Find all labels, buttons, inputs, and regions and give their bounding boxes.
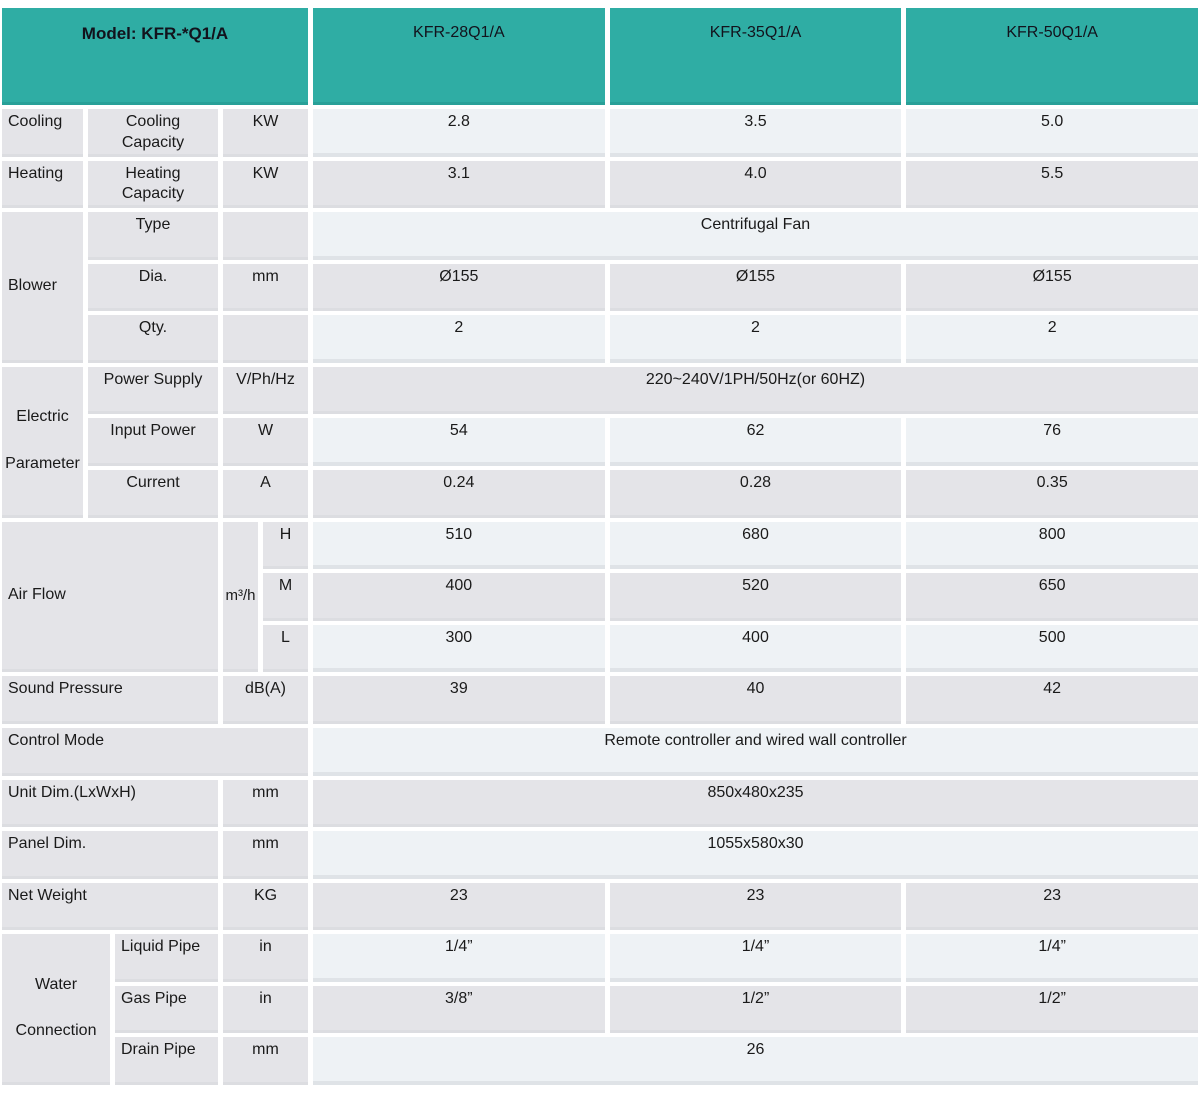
electric-group-label: Electric Parameter <box>2 366 83 518</box>
heating-group-label: Heating <box>2 160 83 209</box>
liquid-pipe-value-kfr-50: 1/4” <box>906 934 1198 982</box>
input-power-unit: W <box>223 418 308 467</box>
liquid-pipe-unit: in <box>223 934 308 982</box>
gas-pipe-value-kfr-28: 3/8” <box>313 985 605 1034</box>
header-model-label: Model: KFR-*Q1/A <box>2 8 308 105</box>
sound-pressure-unit: dB(A) <box>223 676 308 724</box>
blower-type-value: Centrifugal Fan <box>313 212 1198 260</box>
input-power-value-kfr-35: 62 <box>609 418 902 467</box>
header-model-kfr-28: KFR-28Q1/A <box>313 8 605 105</box>
air-flow-medium-value-kfr-28: 400 <box>313 573 605 621</box>
sound-pressure-value-kfr-50: 42 <box>906 676 1198 724</box>
blower-qty-value-kfr-28: 2 <box>313 315 605 363</box>
net-weight-value-kfr-35: 23 <box>609 882 902 931</box>
sound-pressure-value-kfr-35: 40 <box>609 676 902 724</box>
cooling-capacity-value-kfr-28: 2.8 <box>313 109 605 157</box>
blower-qty-label: Qty. <box>88 315 218 363</box>
heating-capacity-value-kfr-35: 4.0 <box>609 160 902 209</box>
air-flow-high-value-kfr-28: 510 <box>313 521 605 570</box>
net-weight-value-kfr-28: 23 <box>313 882 605 931</box>
net-weight-unit: KG <box>223 882 308 931</box>
blower-type-unit-empty <box>223 212 308 260</box>
cooling-capacity-unit: KW <box>223 109 308 157</box>
blower-dia-value-kfr-35: Ø155 <box>609 263 902 312</box>
air-flow-high-value-kfr-50: 800 <box>906 521 1198 570</box>
drain-pipe-label: Drain Pipe <box>115 1037 218 1085</box>
air-flow-level-medium-label: M <box>263 573 308 621</box>
gas-pipe-value-kfr-35: 1/2” <box>609 985 902 1034</box>
heating-capacity-label: Heating Capacity <box>88 160 218 209</box>
unit-dim-value: 850x480x235 <box>313 779 1198 828</box>
power-supply-label: Power Supply <box>88 366 218 415</box>
spec-table: Model: KFR-*Q1/A KFR-28Q1/A KFR-35Q1/A K… <box>2 8 1198 1085</box>
input-power-value-kfr-28: 54 <box>313 418 605 467</box>
current-value-kfr-50: 0.35 <box>906 470 1198 518</box>
drain-pipe-unit: mm <box>223 1037 308 1085</box>
air-flow-low-value-kfr-28: 300 <box>313 624 605 673</box>
air-flow-low-value-kfr-35: 400 <box>609 624 902 673</box>
cooling-group-label: Cooling <box>2 109 83 157</box>
blower-dia-label: Dia. <box>88 263 218 312</box>
air-flow-level-high-label: H <box>263 521 308 570</box>
drain-pipe-value: 26 <box>313 1037 1198 1085</box>
liquid-pipe-value-kfr-28: 1/4” <box>313 934 605 982</box>
power-supply-unit: V/Ph/Hz <box>223 366 308 415</box>
gas-pipe-value-kfr-50: 1/2” <box>906 985 1198 1034</box>
air-flow-level-low-label: L <box>263 624 308 673</box>
sound-pressure-label: Sound Pressure <box>2 676 218 724</box>
header-model-kfr-50: KFR-50Q1/A <box>906 8 1198 105</box>
heating-capacity-value-kfr-50: 5.5 <box>906 160 1198 209</box>
current-unit: A <box>223 470 308 518</box>
air-flow-medium-value-kfr-50: 650 <box>906 573 1198 621</box>
sound-pressure-value-kfr-28: 39 <box>313 676 605 724</box>
blower-group-label: Blower <box>2 212 83 363</box>
blower-qty-unit-empty <box>223 315 308 363</box>
control-mode-value: Remote controller and wired wall control… <box>313 727 1198 776</box>
control-mode-label: Control Mode <box>2 727 308 776</box>
power-supply-value: 220~240V/1PH/50Hz(or 60HZ) <box>313 366 1198 415</box>
current-value-kfr-35: 0.28 <box>609 470 902 518</box>
heating-capacity-unit: KW <box>223 160 308 209</box>
cooling-capacity-value-kfr-50: 5.0 <box>906 109 1198 157</box>
air-flow-group-label: Air Flow <box>2 521 218 673</box>
blower-dia-value-kfr-50: Ø155 <box>906 263 1198 312</box>
blower-type-label: Type <box>88 212 218 260</box>
panel-dim-label: Panel Dim. <box>2 831 218 879</box>
blower-dia-value-kfr-28: Ø155 <box>313 263 605 312</box>
blower-dia-unit: mm <box>223 263 308 312</box>
air-flow-medium-value-kfr-35: 520 <box>609 573 902 621</box>
blower-qty-value-kfr-35: 2 <box>609 315 902 363</box>
liquid-pipe-label: Liquid Pipe <box>115 934 218 982</box>
blower-qty-value-kfr-50: 2 <box>906 315 1198 363</box>
unit-dim-unit: mm <box>223 779 308 828</box>
gas-pipe-label: Gas Pipe <box>115 985 218 1034</box>
input-power-label: Input Power <box>88 418 218 467</box>
input-power-value-kfr-50: 76 <box>906 418 1198 467</box>
air-flow-unit: m³/h <box>223 521 258 673</box>
current-label: Current <box>88 470 218 518</box>
heating-capacity-value-kfr-28: 3.1 <box>313 160 605 209</box>
panel-dim-value: 1055x580x30 <box>313 831 1198 879</box>
air-flow-high-value-kfr-35: 680 <box>609 521 902 570</box>
water-connection-group-label: Water Connection <box>2 934 110 1085</box>
cooling-capacity-value-kfr-35: 3.5 <box>609 109 902 157</box>
current-value-kfr-28: 0.24 <box>313 470 605 518</box>
header-model-kfr-35: KFR-35Q1/A <box>609 8 902 105</box>
gas-pipe-unit: in <box>223 985 308 1034</box>
panel-dim-unit: mm <box>223 831 308 879</box>
liquid-pipe-value-kfr-35: 1/4” <box>609 934 902 982</box>
air-flow-low-value-kfr-50: 500 <box>906 624 1198 673</box>
unit-dim-label: Unit Dim.(LxWxH) <box>2 779 218 828</box>
net-weight-label: Net Weight <box>2 882 218 931</box>
cooling-capacity-label: Cooling Capacity <box>88 109 218 157</box>
net-weight-value-kfr-50: 23 <box>906 882 1198 931</box>
